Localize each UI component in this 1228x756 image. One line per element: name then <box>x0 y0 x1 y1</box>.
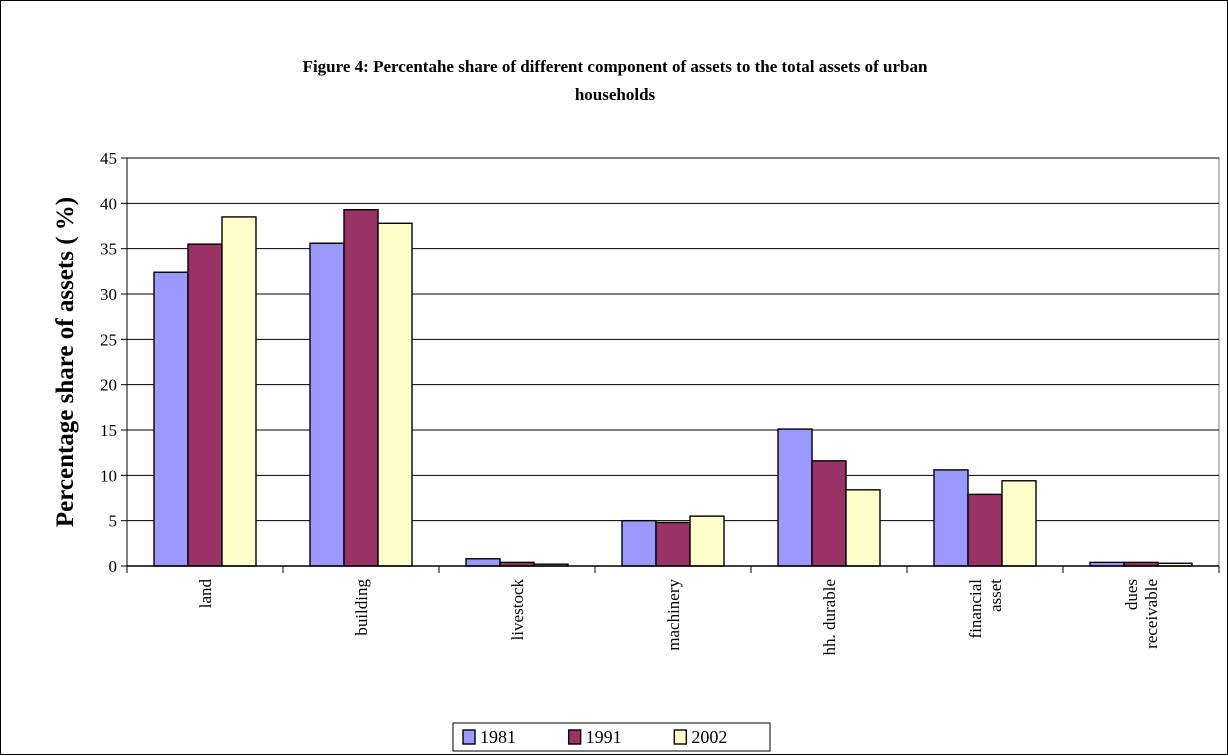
bar-1981 <box>465 558 501 567</box>
y-tick-label: 25 <box>100 330 117 349</box>
bar-1991 <box>343 208 379 567</box>
category-label: building <box>352 579 371 636</box>
bar-2002 <box>1001 480 1037 567</box>
legend-swatch-1991 <box>567 729 582 745</box>
chart-title-line: households <box>575 85 656 104</box>
y-axis-title: Percentage share of assets ( %) <box>52 197 79 527</box>
bar-1991 <box>811 460 847 567</box>
y-tick-label: 15 <box>100 421 117 440</box>
y-tick-label: 40 <box>100 194 117 213</box>
category-label: financial <box>966 579 985 639</box>
bar-1991 <box>967 493 1003 567</box>
category-label: hh. durable <box>820 579 839 655</box>
bar-2002 <box>845 489 881 567</box>
y-tick-label: 10 <box>100 466 117 485</box>
legend-label: 2002 <box>691 727 727 747</box>
y-tick-label: 30 <box>100 285 117 304</box>
legend-label: 1991 <box>586 727 622 747</box>
bar-1991 <box>187 243 223 567</box>
category-label: land <box>196 579 215 609</box>
bar-1991 <box>655 521 691 567</box>
y-tick-label: 45 <box>100 149 117 168</box>
legend-label: 1981 <box>480 727 516 747</box>
category-label: livestock <box>508 579 527 641</box>
bar-2002 <box>377 222 413 567</box>
category-label: receivable <box>1142 579 1161 649</box>
bar-1981 <box>621 519 657 567</box>
bar-1981 <box>777 428 813 567</box>
bar-1981 <box>153 271 189 567</box>
y-tick-label: 0 <box>109 557 118 576</box>
y-tick-label: 35 <box>100 240 117 259</box>
bar-2002 <box>221 216 257 567</box>
plot-area <box>126 157 1220 567</box>
category-label: machinery <box>664 579 683 651</box>
legend-box <box>452 722 771 752</box>
y-tick-label: 20 <box>100 376 117 395</box>
bar-2002 <box>689 515 725 567</box>
bar-1981 <box>933 469 969 567</box>
y-tick-label: 5 <box>109 512 118 531</box>
legend-swatch-2002 <box>673 729 688 745</box>
category-label: dues <box>1122 579 1141 610</box>
chart-title-line: Figure 4: Percentahe share of different … <box>303 57 928 76</box>
category-label: asset <box>986 579 1005 612</box>
legend-swatch-1981 <box>462 729 476 745</box>
bar-1981 <box>309 242 345 567</box>
